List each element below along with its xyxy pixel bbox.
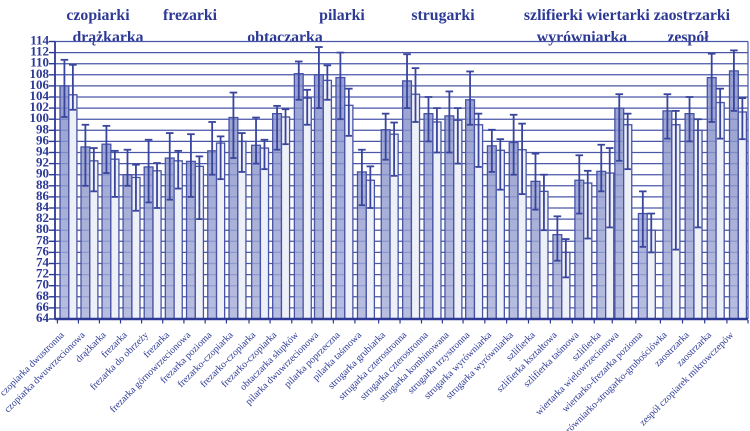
svg-text:104: 104 (30, 88, 50, 103)
svg-text:64: 64 (36, 310, 50, 325)
svg-text:frezarki: frezarki (163, 7, 218, 24)
svg-text:102: 102 (30, 99, 50, 114)
svg-text:100: 100 (30, 110, 50, 125)
svg-text:66: 66 (36, 299, 50, 314)
svg-text:zespół: zespół (667, 29, 709, 46)
svg-text:wyrówniarka: wyrówniarka (537, 29, 627, 46)
svg-text:112: 112 (30, 44, 49, 59)
svg-text:108: 108 (30, 66, 50, 81)
svg-text:strugarki: strugarki (411, 7, 475, 24)
svg-text:82: 82 (36, 210, 49, 225)
svg-text:74: 74 (36, 255, 50, 270)
svg-text:84: 84 (36, 199, 50, 214)
svg-text:80: 80 (36, 221, 49, 236)
svg-text:76: 76 (36, 243, 50, 258)
svg-text:110: 110 (30, 55, 49, 70)
svg-text:94: 94 (36, 144, 50, 159)
svg-text:92: 92 (36, 155, 49, 170)
svg-text:obtaczarka: obtaczarka (247, 29, 323, 46)
svg-text:88: 88 (36, 177, 50, 192)
svg-text:68: 68 (36, 288, 50, 303)
svg-text:114: 114 (30, 33, 49, 48)
svg-text:70: 70 (36, 277, 49, 292)
svg-text:86: 86 (36, 188, 50, 203)
svg-text:szlifierki wiertarki zaostrzar: szlifierki wiertarki zaostrzarki (524, 7, 731, 24)
svg-text:96: 96 (36, 132, 50, 147)
svg-text:106: 106 (30, 77, 50, 92)
svg-text:drążkarka: drążkarka (72, 29, 143, 46)
svg-text:czopiarki: czopiarki (66, 7, 130, 24)
svg-text:pilarki: pilarki (319, 7, 365, 24)
svg-text:98: 98 (36, 121, 50, 136)
svg-text:90: 90 (36, 166, 49, 181)
svg-text:72: 72 (36, 266, 49, 281)
svg-text:78: 78 (36, 232, 50, 247)
